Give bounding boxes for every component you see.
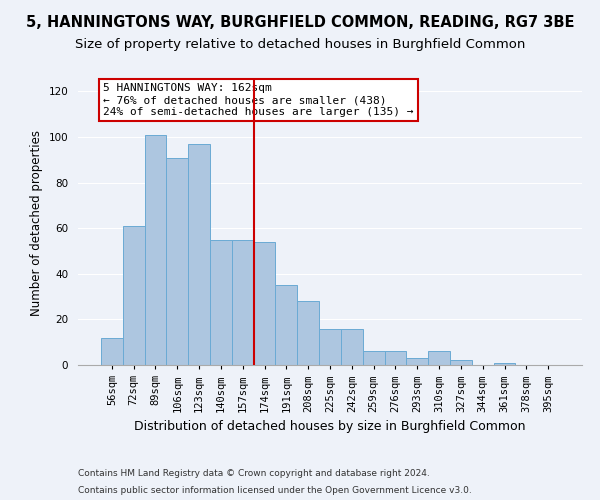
Bar [145, 134, 166, 365]
Text: Contains public sector information licensed under the Open Government Licence v3: Contains public sector information licen… [78, 486, 472, 495]
Text: 5 HANNINGTONS WAY: 162sqm
← 76% of detached houses are smaller (438)
24% of semi: 5 HANNINGTONS WAY: 162sqm ← 76% of detac… [103, 84, 413, 116]
Bar [385, 352, 406, 365]
Bar [363, 352, 385, 365]
Bar [406, 358, 428, 365]
Bar [232, 240, 254, 365]
Bar [254, 242, 275, 365]
Bar [166, 158, 188, 365]
Bar [494, 362, 515, 365]
Y-axis label: Number of detached properties: Number of detached properties [30, 130, 43, 316]
Bar [188, 144, 210, 365]
X-axis label: Distribution of detached houses by size in Burghfield Common: Distribution of detached houses by size … [134, 420, 526, 433]
Text: 5, HANNINGTONS WAY, BURGHFIELD COMMON, READING, RG7 3BE: 5, HANNINGTONS WAY, BURGHFIELD COMMON, R… [26, 15, 574, 30]
Bar [101, 338, 123, 365]
Bar [275, 285, 297, 365]
Bar [428, 352, 450, 365]
Bar [297, 301, 319, 365]
Text: Contains HM Land Registry data © Crown copyright and database right 2024.: Contains HM Land Registry data © Crown c… [78, 468, 430, 477]
Bar [450, 360, 472, 365]
Bar [341, 328, 363, 365]
Text: Size of property relative to detached houses in Burghfield Common: Size of property relative to detached ho… [75, 38, 525, 51]
Bar [210, 240, 232, 365]
Bar [319, 328, 341, 365]
Bar [123, 226, 145, 365]
